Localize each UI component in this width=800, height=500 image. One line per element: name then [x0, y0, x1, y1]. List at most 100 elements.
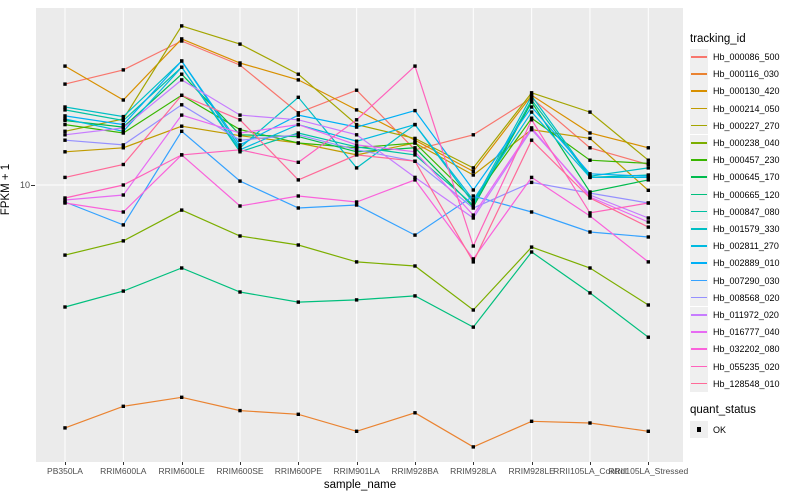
- data-point: [63, 253, 67, 257]
- data-point: [354, 122, 359, 127]
- x-tick-label-RRII105LA_Stressed: RRII105LA_Stressed: [608, 466, 689, 476]
- data-point: [296, 72, 300, 76]
- data-point: [588, 158, 592, 162]
- legend-label: Hb_000238_040: [713, 138, 780, 148]
- data-point: [63, 105, 67, 109]
- data-point: [646, 188, 650, 192]
- legend-key-swatch: [690, 203, 708, 221]
- data-point: [180, 103, 184, 107]
- data-point: [529, 110, 534, 114]
- data-point: [63, 196, 67, 200]
- data-point: [63, 108, 67, 112]
- legend-item-Hb_000214_050: Hb_000214_050: [690, 100, 780, 118]
- data-point: [180, 124, 184, 128]
- legend-line-icon: [691, 296, 707, 299]
- x-tick-label-RRIM928LE: RRIM928LE: [508, 466, 555, 476]
- data-point: [588, 131, 592, 135]
- legend-item-Hb_000086_500: Hb_000086_500: [690, 48, 780, 66]
- data-point: [354, 108, 359, 112]
- data-point: [471, 308, 475, 312]
- data-point: [180, 266, 184, 270]
- legend-line-icon: [691, 228, 707, 230]
- data-point: [413, 294, 417, 298]
- data-point: [354, 200, 359, 204]
- ok-point-icon: [696, 427, 701, 432]
- legend-item-Hb_000238_040: Hb_000238_040: [690, 134, 780, 152]
- legend-item-Hb_007290_030: Hb_007290_030: [690, 272, 780, 290]
- legend-key-swatch: [690, 186, 708, 204]
- data-point: [646, 146, 650, 150]
- data-point: [354, 143, 359, 147]
- data-point: [296, 412, 300, 416]
- data-point: [63, 175, 67, 180]
- legend-label: Hb_000847_080: [713, 206, 780, 217]
- data-point: [63, 201, 67, 205]
- data-point: [471, 445, 475, 449]
- data-point: [238, 234, 242, 238]
- data-point: [588, 175, 592, 180]
- x-tick-mark: [356, 462, 358, 465]
- legend-line-icon: [691, 193, 707, 196]
- data-point: [413, 64, 417, 68]
- x-tick-mark: [298, 462, 300, 465]
- plot-panel: [36, 8, 683, 462]
- legend-line-icon: [691, 382, 707, 385]
- data-point: [63, 117, 67, 121]
- data-point: [413, 141, 417, 145]
- data-point: [529, 118, 534, 122]
- data-point: [296, 122, 300, 127]
- legend-item-Hb_001579_330: Hb_001579_330: [690, 220, 780, 238]
- data-point: [413, 148, 417, 152]
- data-point: [471, 201, 475, 205]
- data-point: [180, 39, 184, 43]
- data-point: [354, 139, 359, 143]
- legend-key-swatch: [690, 65, 708, 83]
- data-point: [471, 194, 475, 198]
- x-tick-label-RRIM600SE: RRIM600SE: [216, 466, 264, 476]
- data-point: [121, 68, 125, 72]
- legend-key-swatch: [690, 323, 708, 341]
- data-point: [413, 153, 417, 157]
- data-point: [354, 260, 359, 264]
- data-point: [63, 150, 67, 154]
- data-point: [296, 141, 300, 145]
- data-point: [646, 178, 650, 182]
- data-point: [529, 105, 534, 109]
- data-point: [588, 191, 592, 195]
- legend-key-swatch: [690, 306, 708, 324]
- data-point: [354, 148, 359, 152]
- data-point: [354, 145, 359, 149]
- data-point: [296, 95, 300, 99]
- data-point: [296, 133, 300, 137]
- data-point: [529, 419, 534, 423]
- legend-item-quant-ok: OK: [690, 421, 726, 438]
- data-point: [296, 243, 300, 247]
- legend-label: Hb_011972_020: [713, 310, 779, 320]
- legend-label: Hb_002889_010: [713, 258, 780, 269]
- data-point: [296, 194, 300, 198]
- data-point: [180, 24, 184, 28]
- legend-line-icon: [691, 159, 707, 161]
- data-point: [529, 94, 534, 98]
- data-point: [471, 198, 475, 202]
- data-point: [121, 183, 125, 187]
- data-point: [646, 225, 650, 229]
- x-tick-label-RRII105LA_Control: RRII105LA_Control: [553, 466, 627, 476]
- legend-line-icon: [691, 124, 707, 127]
- data-point: [238, 118, 242, 122]
- data-point: [180, 37, 184, 41]
- data-point: [413, 159, 417, 163]
- data-point: [180, 129, 184, 133]
- data-point: [180, 72, 184, 76]
- legend-key-swatch: [690, 168, 708, 186]
- data-point: [238, 61, 242, 65]
- data-point: [121, 162, 125, 167]
- x-tick-mark: [473, 462, 475, 465]
- legend-item-Hb_000457_230: Hb_000457_230: [690, 151, 780, 169]
- legend-key-swatch: [690, 254, 708, 272]
- data-point: [529, 210, 534, 214]
- data-point: [63, 138, 67, 142]
- x-tick-label-RRIM600PE: RRIM600PE: [274, 466, 322, 476]
- legend-line-icon: [691, 73, 707, 75]
